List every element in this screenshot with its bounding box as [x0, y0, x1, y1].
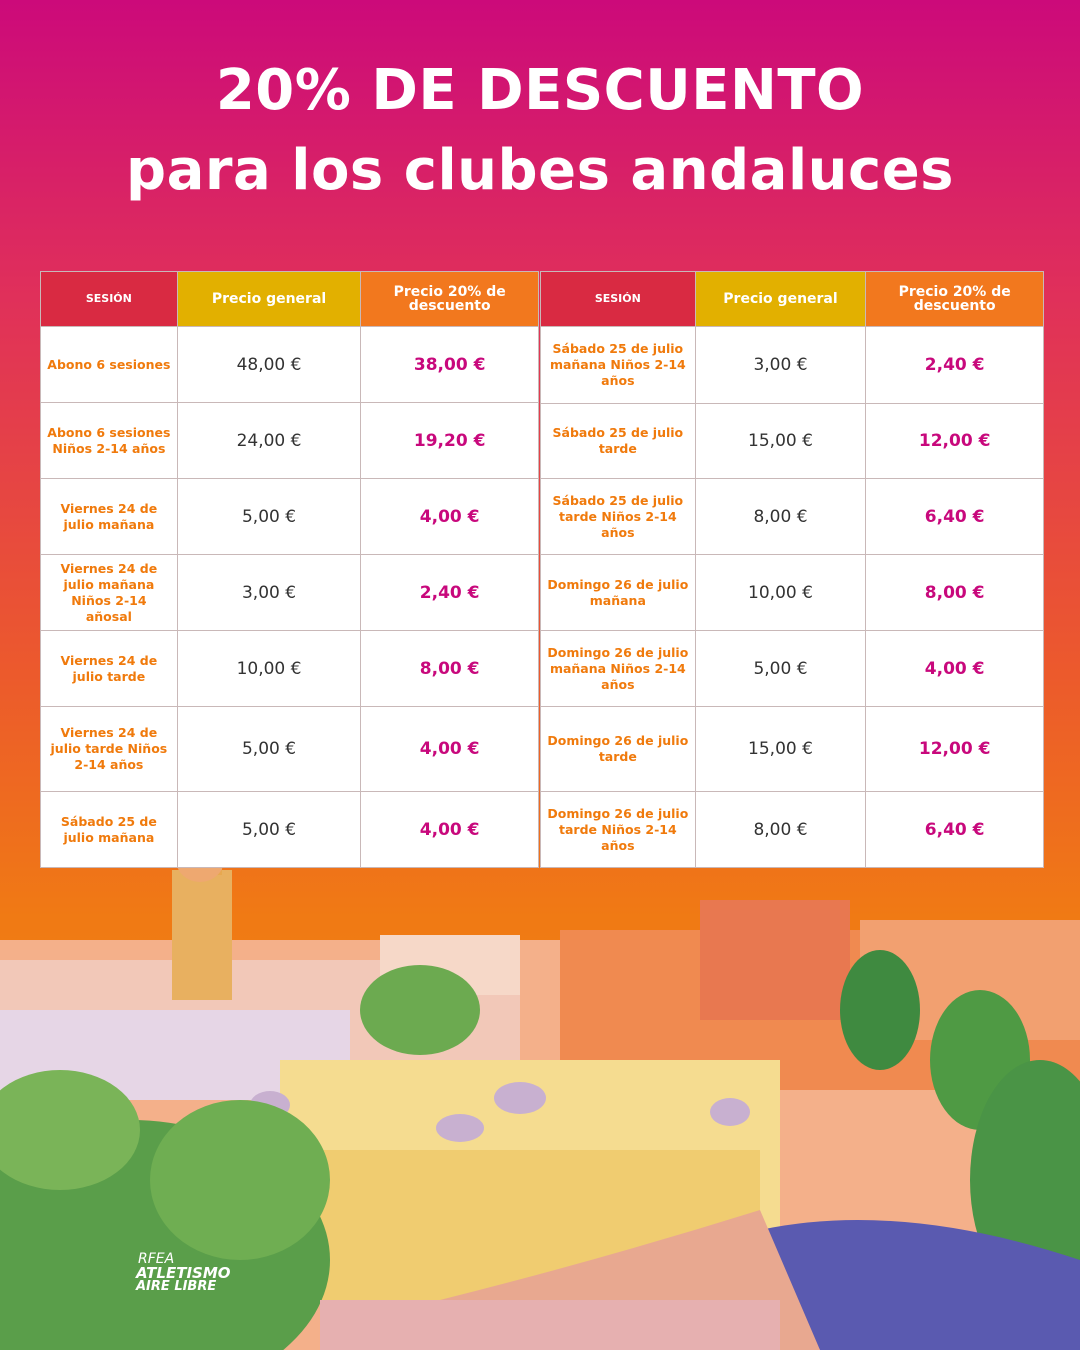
table-row: Abono 6 sesiones Niños 2-14 años 24,00 €1…: [40, 402, 539, 479]
price-cell: 5,00 €: [694, 630, 867, 707]
session-cell: Domingo 26 de julio tarde: [540, 706, 696, 792]
table-row: Viernes 24 de julio mañana 5,00 €4,00 €: [40, 478, 539, 555]
table-row: Domingo 26 de julio tarde Niños 2-14 año…: [540, 791, 1044, 868]
column-header: Precio general: [694, 271, 867, 327]
title-line: para los clubes andaluces: [125, 138, 955, 203]
header-row: SESIÓN Precio general Precio 20% de descue…: [540, 271, 1044, 327]
price-cell: 15,00 €: [694, 403, 867, 479]
column-header: SESIÓN: [540, 271, 696, 327]
table-row: Viernes 24 de julio tarde 10,00 €8,00 €: [40, 630, 539, 707]
discount-cell: 12,00 €: [865, 706, 1044, 792]
price-cell: 10,00 €: [176, 630, 362, 707]
session-cell: Sábado 25 de julio mañana: [40, 791, 178, 868]
session-cell: Viernes 24 de julio tarde: [40, 630, 178, 707]
title-line: 20% DE DESCUENTO: [215, 58, 865, 123]
column-header: Precio 20% de descuento: [360, 271, 539, 327]
discount-cell: 8,00 €: [865, 554, 1044, 631]
discount-cell: 2,40 €: [360, 554, 539, 631]
session-cell: Sábado 25 de julio mañana Niños 2-14 año…: [540, 326, 696, 404]
logo: RFEA ATLETISMO AIRE LIBRE: [70, 1252, 231, 1294]
table-row: Sábado 25 de julio tarde 15,00 €12,00 €: [540, 403, 1044, 479]
logo-text: AIRE LIBRE: [136, 1279, 217, 1294]
discount-cell: 2,40 €: [865, 326, 1044, 404]
session-cell: Domingo 26 de julio tarde Niños 2-14 año…: [540, 791, 696, 868]
session-cell: Domingo 26 de julio mañana: [540, 554, 696, 631]
discount-cell: 4,00 €: [360, 706, 539, 792]
table-row: Domingo 26 de julio mañana Niños 2-14 añ…: [540, 630, 1044, 707]
session-cell: Domingo 26 de julio mañana Niños 2-14 añ…: [540, 630, 696, 707]
price-cell: 5,00 €: [176, 478, 362, 555]
price-table: SESIÓN Precio general Precio 20% de descue…: [540, 271, 1044, 868]
table-row: Domingo 26 de julio tarde 15,00 €12,00 €: [540, 706, 1044, 792]
price-cell: 8,00 €: [694, 478, 867, 555]
column-header: Precio general: [176, 271, 362, 327]
price-table: SESIÓN Precio general Precio 20% de descue…: [40, 271, 539, 868]
discount-cell: 6,40 €: [865, 478, 1044, 555]
discount-cell: 4,00 €: [360, 478, 539, 555]
discount-cell: 12,00 €: [865, 403, 1044, 479]
price-cell: 5,00 €: [176, 706, 362, 792]
session-cell: Sábado 25 de julio tarde Niños 2-14 años: [540, 478, 696, 555]
discount-cell: 4,00 €: [360, 791, 539, 868]
session-cell: Viernes 24 de julio tarde Niños 2-14 año…: [40, 706, 178, 792]
table-row: Sábado 25 de julio mañana Niños 2-14 año…: [540, 326, 1044, 404]
column-header: Precio 20% de descuento: [865, 271, 1044, 327]
column-header: SESIÓN: [40, 271, 178, 327]
price-cell: 48,00 €: [176, 326, 362, 403]
discount-cell: 38,00 €: [360, 326, 539, 403]
discount-cell: 6,40 €: [865, 791, 1044, 868]
header-row: SESIÓN Precio general Precio 20% de descue…: [40, 271, 539, 327]
table-row: Abono 6 sesiones 48,00 €38,00 €: [40, 326, 539, 403]
table-row: Domingo 26 de julio mañana 10,00 €8,00 €: [540, 554, 1044, 631]
table-row: Viernes 24 de julio mañana Niños 2-14 añ…: [40, 554, 539, 631]
logo-text: RFEA: [138, 1251, 175, 1267]
logo-text: ATLETISMO: [136, 1264, 231, 1282]
table-row: Viernes 24 de julio tarde Niños 2-14 año…: [40, 706, 539, 792]
session-cell: Abono 6 sesiones: [40, 326, 178, 403]
table-row: Sábado 25 de julio tarde Niños 2-14 años…: [540, 478, 1044, 555]
discount-cell: 8,00 €: [360, 630, 539, 707]
session-cell: Abono 6 sesiones Niños 2-14 años: [40, 402, 178, 479]
price-cell: 3,00 €: [176, 554, 362, 631]
session-cell: Sábado 25 de julio tarde: [540, 403, 696, 479]
price-cell: 8,00 €: [694, 791, 867, 868]
price-cell: 24,00 €: [176, 402, 362, 479]
table-row: Sábado 25 de julio mañana 5,00 €4,00 €: [40, 791, 539, 868]
discount-cell: 19,20 €: [360, 402, 539, 479]
session-cell: Viernes 24 de julio mañana Niños 2-14 añ…: [40, 554, 178, 631]
price-cell: 3,00 €: [694, 326, 867, 404]
price-cell: 5,00 €: [176, 791, 362, 868]
session-cell: Viernes 24 de julio mañana: [40, 478, 178, 555]
price-cell: 15,00 €: [694, 706, 867, 792]
price-cell: 10,00 €: [694, 554, 867, 631]
discount-cell: 4,00 €: [865, 630, 1044, 707]
